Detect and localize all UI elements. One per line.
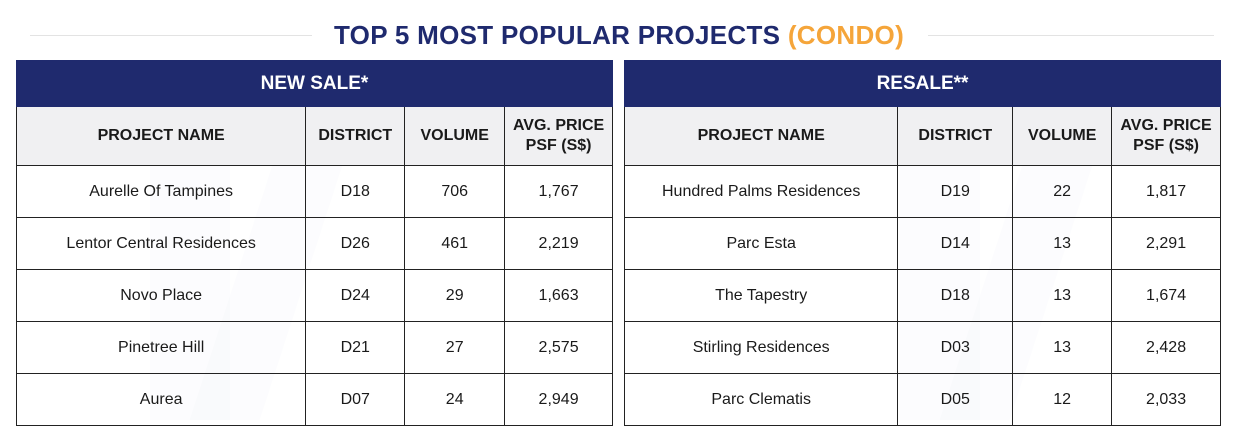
district-cell: D07 [305, 373, 406, 426]
volume-cell: 24 [404, 373, 506, 426]
title-divider-right [928, 35, 1214, 36]
price-cell: 1,817 [1111, 165, 1221, 218]
title-row: TOP 5 MOST POPULAR PROJECTS (CONDO) [0, 18, 1238, 54]
volume-cell: 22 [1012, 165, 1113, 218]
project-name-cell: Novo Place [15, 269, 307, 322]
project-name-cell: The Tapestry [623, 269, 899, 322]
price-cell: 2,291 [1111, 217, 1221, 270]
project-name-cell: Hundred Palms Residences [623, 165, 899, 218]
project-name-cell: Pinetree Hill [15, 321, 307, 374]
table-row: Parc Clematis D05 12 2,033 [623, 373, 1221, 426]
district-cell: D21 [305, 321, 406, 374]
table-row: Hundred Palms Residences D19 22 1,817 [623, 165, 1221, 218]
title-divider-left [30, 35, 312, 36]
district-cell: D26 [305, 217, 406, 270]
volume-cell: 13 [1012, 321, 1113, 374]
volume-cell: 27 [404, 321, 506, 374]
page-title-main: TOP 5 MOST POPULAR PROJECTS [333, 20, 781, 50]
volume-cell: 13 [1012, 269, 1113, 322]
col-header-district: DISTRICT [305, 106, 406, 166]
district-cell: D03 [897, 321, 1014, 374]
volume-cell: 706 [404, 165, 506, 218]
volume-cell: 13 [1012, 217, 1113, 270]
district-cell: D05 [897, 373, 1014, 426]
volume-cell: 29 [404, 269, 506, 322]
district-cell: D24 [305, 269, 406, 322]
district-cell: D14 [897, 217, 1014, 270]
price-cell: 1,674 [1111, 269, 1221, 322]
new-sale-table: NEW SALE* PROJECT NAME DISTRICT VOLUME A… [15, 60, 613, 426]
table-row: Aurea D07 24 2,949 [15, 373, 613, 426]
price-cell: 2,575 [504, 321, 613, 374]
table-row: Parc Esta D14 13 2,291 [623, 217, 1221, 270]
col-header-avg-price: AVG. PRICE PSF (S$) [1111, 106, 1221, 166]
volume-cell: 461 [404, 217, 506, 270]
project-name-cell: Parc Clematis [623, 373, 899, 426]
price-cell: 2,949 [504, 373, 613, 426]
new-sale-heading: NEW SALE* [16, 60, 613, 107]
col-header-volume: VOLUME [404, 106, 506, 166]
district-cell: D19 [897, 165, 1014, 218]
resale-heading: RESALE** [624, 60, 1221, 107]
page-title-accent: (CONDO) [787, 20, 905, 50]
district-cell: D18 [897, 269, 1014, 322]
table-row: Stirling Residences D03 13 2,428 [623, 321, 1221, 374]
volume-cell: 12 [1012, 373, 1113, 426]
page-title: TOP 5 MOST POPULAR PROJECTS (CONDO) [0, 20, 1238, 51]
project-name-cell: Aurea [15, 373, 307, 426]
table-row: The Tapestry D18 13 1,674 [623, 269, 1221, 322]
project-name-cell: Parc Esta [623, 217, 899, 270]
table-row: Pinetree Hill D21 27 2,575 [15, 321, 613, 374]
district-cell: D18 [305, 165, 406, 218]
project-name-cell: Aurelle Of Tampines [15, 165, 307, 218]
resale-table: RESALE** PROJECT NAME DISTRICT VOLUME AV… [623, 60, 1221, 426]
col-header-avg-price: AVG. PRICE PSF (S$) [504, 106, 613, 166]
price-cell: 1,767 [504, 165, 613, 218]
table-row: Lentor Central Residences D26 461 2,219 [15, 217, 613, 270]
table-row: Novo Place D24 29 1,663 [15, 269, 613, 322]
price-cell: 1,663 [504, 269, 613, 322]
project-name-cell: Lentor Central Residences [15, 217, 307, 270]
price-cell: 2,033 [1111, 373, 1221, 426]
project-name-cell: Stirling Residences [623, 321, 899, 374]
col-header-project-name: PROJECT NAME [15, 106, 307, 166]
col-header-project-name: PROJECT NAME [623, 106, 899, 166]
price-cell: 2,219 [504, 217, 613, 270]
price-cell: 2,428 [1111, 321, 1221, 374]
col-header-volume: VOLUME [1012, 106, 1113, 166]
table-row: Aurelle Of Tampines D18 706 1,767 [15, 165, 613, 218]
col-header-district: DISTRICT [897, 106, 1014, 166]
